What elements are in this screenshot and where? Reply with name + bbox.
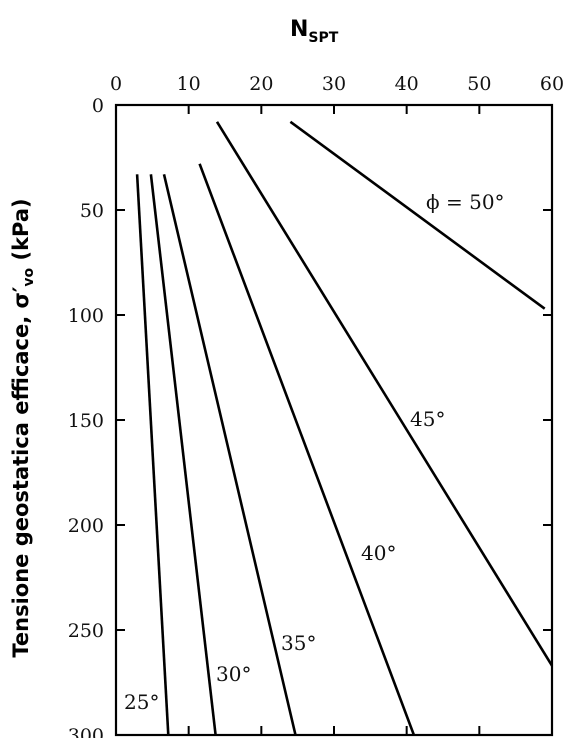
y-ticks: 0 50 100 150 200 250 300 (68, 95, 552, 738)
y-tick-label: 100 (68, 305, 104, 327)
series-label: 35° (281, 631, 316, 655)
x-tick-label: 0 (110, 73, 122, 95)
x-axis-title: NSPT (290, 17, 339, 46)
x-tick-label: 50 (467, 73, 491, 95)
series-label: ϕ = 50° (426, 190, 505, 214)
y-axis-title: Tensione geostatica efficace, σ′vo (kPa) (9, 198, 37, 657)
x-tick-label: 40 (395, 73, 419, 95)
series-group (135, 120, 554, 736)
x-ticks: 0 10 20 30 40 50 60 (110, 73, 564, 735)
series-line-3 (198, 163, 416, 736)
x-tick-label: 60 (540, 73, 564, 95)
y-tick-label: 200 (68, 515, 104, 537)
series-line-2 (162, 174, 297, 736)
y-tick-label: 0 (92, 95, 104, 117)
series-line-0 (135, 174, 170, 736)
x-tick-label: 30 (322, 73, 346, 95)
x-tick-label: 10 (177, 73, 201, 95)
series-label: 40° (361, 541, 396, 565)
y-tick-label: 50 (80, 200, 104, 222)
series-line-4 (215, 121, 554, 667)
y-tick-label: 150 (68, 410, 104, 432)
series-labels: 25° 30° 35° 40° 45° ϕ = 50° (124, 190, 505, 714)
series-line-5 (289, 120, 546, 310)
series-label: 45° (410, 407, 445, 431)
y-tick-label: 250 (68, 620, 104, 642)
x-tick-label: 20 (249, 73, 273, 95)
y-tick-label: 300 (68, 725, 104, 738)
series-label: 30° (216, 662, 251, 686)
series-label: 25° (124, 690, 159, 714)
series-line-1 (149, 174, 217, 736)
